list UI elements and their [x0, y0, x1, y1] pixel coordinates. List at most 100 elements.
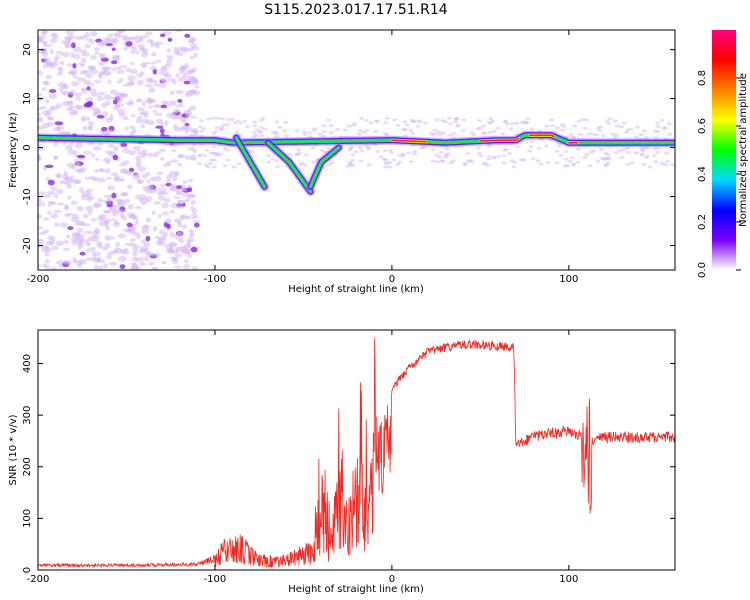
spectrogram-noise-blob: [382, 149, 388, 153]
spectrogram-noise-blob: [85, 205, 94, 212]
spectrogram-noise-blob: [638, 133, 644, 137]
spectrogram-noise-blob: [196, 162, 202, 166]
spectrogram-noise-blob: [132, 262, 138, 268]
spectrogram-noise-blob: [67, 226, 74, 231]
spectrogram-noise-blob: [75, 162, 81, 166]
spectrogram-noise-blob: [70, 80, 80, 87]
spectrogram-noise-blob: [662, 163, 668, 167]
spectrogram-noise-blob: [98, 61, 105, 67]
spectrogram-noise-blob: [90, 153, 96, 158]
spectrogram-noise-blob: [53, 209, 62, 213]
snr-ylabel: SNR (10 * v/v): [8, 414, 19, 485]
spectrogram-noise-blob: [86, 38, 93, 42]
spectrogram-noise-blob: [628, 127, 634, 131]
spectrogram-noise-blob: [49, 49, 54, 55]
spectrogram-noise-blob: [140, 153, 147, 159]
spectrogram-noise-blob: [446, 116, 452, 120]
spectrogram-noise-blob: [512, 160, 518, 164]
spectrogram-noise-blob: [70, 200, 78, 206]
spectrogram-noise-blob: [38, 226, 44, 230]
spectrogram-xtick-label: 100: [559, 274, 578, 285]
spectrogram-noise-blob: [350, 163, 356, 167]
spectrogram-noise-blob: [152, 225, 158, 232]
spectrogram-noise-blob: [295, 153, 301, 157]
spectrogram-noise-blob: [591, 149, 597, 153]
spectrogram-noise-blob: [266, 160, 272, 164]
spectrogram-noise-blob: [387, 165, 393, 169]
spectrogram-noise-blob: [81, 115, 87, 121]
spectrogram-noise-blob: [655, 121, 661, 125]
spectrogram-noise-blob: [536, 146, 542, 150]
spectrogram-noise-blob: [54, 50, 64, 55]
spectrogram-noise-blob: [93, 251, 102, 256]
spectrogram-noise-blob: [54, 193, 59, 199]
snr-xtick-label: 0: [389, 574, 395, 585]
snr-xlabel: Height of straight line (km): [288, 584, 424, 595]
spectrogram-noise-blob: [252, 124, 258, 128]
spectrogram-noise-blob: [198, 119, 204, 123]
spectrogram-noise-blob: [434, 118, 440, 122]
spectrogram-noise-blob: [653, 160, 659, 164]
spectrogram-noise-blob: [612, 119, 618, 123]
spectrogram-noise-blob: [170, 202, 180, 209]
spectrogram-noise-blob: [222, 164, 228, 168]
spectrogram-noise-blob: [567, 159, 573, 163]
spectrogram-noise-blob: [143, 113, 148, 118]
spectrogram-noise-blob: [294, 129, 300, 133]
spectrogram-noise-blob: [349, 159, 355, 163]
spectrogram-noise-blob: [666, 122, 672, 126]
spectrogram-noise-blob: [287, 152, 293, 156]
spectrogram-noise-blob: [166, 112, 172, 118]
spectrogram-noise-blob: [429, 131, 435, 135]
spectrogram-noise-blob: [100, 126, 108, 132]
spectrogram-noise-blob: [107, 250, 115, 256]
colorbar: 0.0 0.2 0.4 0.6 0.8 Normalized spectral ampl…: [697, 30, 749, 278]
spectrogram-noise-blob: [189, 81, 198, 85]
spectrogram-noise-blob: [346, 124, 352, 128]
spectrogram-noise-blob: [550, 124, 556, 128]
spectrogram-noise-blob: [88, 88, 97, 94]
spectrogram-noise-blob: [145, 235, 151, 242]
colorbar-gradient: [712, 30, 736, 270]
spectrogram-noise-blob: [486, 157, 491, 161]
spectrogram-noise-blob: [76, 154, 86, 159]
spectrogram-noise-blob: [624, 130, 630, 134]
spectrogram-noise-blob: [155, 240, 163, 245]
spectrogram-noise-blob: [572, 124, 578, 128]
spectrogram-noise-blob: [104, 234, 111, 241]
spectrogram-noise-blob: [107, 185, 115, 191]
spectrogram-ytick-label: -10: [22, 188, 33, 204]
spectrogram-noise-blob: [511, 165, 517, 169]
spectrogram-noise-blob: [169, 209, 175, 214]
spectrogram-noise-blob: [192, 220, 201, 224]
spectrogram-noise-blob: [186, 241, 192, 248]
spectrogram-noise-blob: [38, 154, 41, 161]
spectrogram-noise-blob: [148, 87, 156, 94]
snr-ytick-label: 200: [22, 457, 33, 476]
spectrogram-noise-blob: [442, 120, 448, 124]
spectrogram-noise-blob: [594, 133, 600, 137]
spectrogram-noise-blob: [187, 187, 193, 193]
spectrogram-noise-blob: [647, 165, 653, 169]
spectrogram-noise-blob: [174, 218, 179, 224]
spectrogram-noise-blob: [188, 89, 198, 94]
spectrogram-noise-blob: [166, 55, 175, 60]
spectrogram-noise-blob: [96, 91, 106, 96]
spectrogram-noise-blob: [460, 129, 466, 133]
colorbar-tick-label: 0.8: [697, 70, 708, 86]
spectrogram-noise-blob: [85, 82, 95, 86]
spectrogram-noise-blob: [89, 55, 98, 60]
spectrogram-noise-blob: [465, 151, 471, 155]
spectrogram-feature-drift-c: [306, 143, 344, 192]
spectrogram-noise-blob: [134, 35, 142, 42]
spectrogram-noise-blob: [641, 162, 647, 166]
spectrogram-noise-blob: [447, 122, 453, 126]
spectrogram-noise-blob: [603, 164, 609, 168]
spectrogram-noise-blob: [633, 151, 639, 155]
spectrogram-noise-blob: [42, 263, 48, 268]
spectrogram-noise-blob: [480, 124, 486, 128]
spectrogram-noise-blob: [442, 155, 448, 159]
spectrogram-noise-blob: [476, 119, 482, 123]
spectrogram-noise-blob: [177, 77, 185, 82]
